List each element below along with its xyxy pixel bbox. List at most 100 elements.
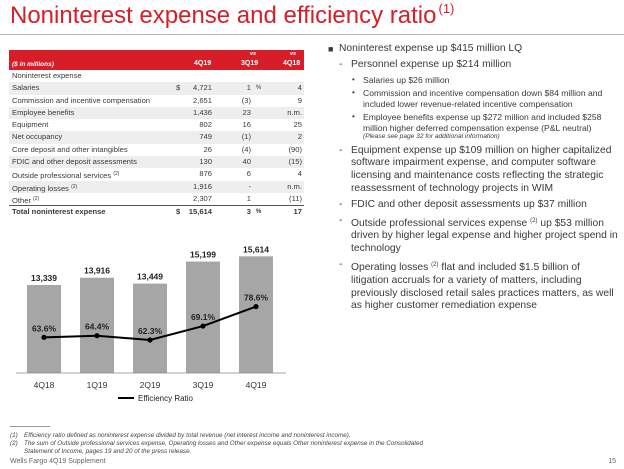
row-4q19-value: 2,307	[192, 193, 212, 203]
total-dollar: $	[176, 207, 181, 217]
bullet-item: • Commission and incentive compensation d…	[328, 88, 618, 109]
x-tick-label: 1Q19	[87, 380, 108, 390]
col-vs-label: vs	[290, 51, 297, 57]
bullet-item: - Outside professional services expense (…	[328, 215, 618, 256]
table-row: Core deposit and other intangibles 26 (4) (…	[9, 144, 304, 156]
row-label: Commission and incentive compensation	[12, 95, 151, 105]
bullet-text-lead: Operating losses	[351, 261, 429, 273]
bullet-item: ■ Noninterest expense up $415 million LQ	[328, 43, 618, 56]
table-row: Net occupancy 749 (1) 2	[9, 131, 304, 144]
bullet-note: (Please see page 32 for additional infor…	[363, 133, 500, 141]
bullet-marker: -	[339, 144, 343, 156]
row-vs-3q19: (4)	[241, 144, 251, 154]
row-vs-3q19: (1)	[241, 132, 251, 142]
bullet-text: up $53 million driven by higher legal ex…	[351, 217, 618, 255]
row-4q19-value: 4,721	[192, 83, 212, 93]
row-label: Salaries	[12, 83, 40, 93]
table-section-label: Noninterest expense	[9, 70, 304, 82]
title-footnote-ref: (1)	[438, 1, 455, 16]
bullet-marker: -	[339, 198, 343, 210]
expense-table: ($ in millions) 4Q19 vs 3Q19 vs 4Q18 Non…	[9, 50, 304, 218]
page-number: 15	[608, 458, 616, 465]
total-pct: %	[256, 209, 262, 216]
row-vs-4q18: 9	[297, 95, 302, 105]
row-4q19-value: 802	[199, 120, 212, 130]
row-vs-4q18: n.m.	[287, 181, 302, 191]
row-vs-3q19: 6	[246, 169, 251, 179]
bullet-marker: ■	[328, 44, 334, 54]
bullet-text: FDIC and other deposit assessments up $3…	[351, 198, 587, 210]
row-4q19-value: 26	[203, 144, 212, 154]
legend-label: Efficiency Ratio	[138, 394, 194, 403]
col-header-4q19: 4Q19	[194, 60, 212, 67]
bullet-item: • Employee benefits expense up $272 milli…	[328, 112, 618, 142]
bar-value-label: 15,199	[190, 250, 216, 260]
bullet-text: Equipment expense up $109 million on hig…	[351, 144, 612, 194]
x-tick-label: 4Q19	[246, 380, 267, 390]
row-label: FDIC and other deposit assessments	[12, 157, 137, 167]
table-row: Operating losses (2) 1,916 - n.m.	[9, 180, 304, 195]
ratio-value-label: 62.3%	[138, 326, 163, 336]
row-label: Core deposit and other intangibles	[12, 144, 128, 154]
row-dollar: $	[176, 83, 181, 93]
col-header-3q19: 3Q19	[241, 60, 259, 67]
page-title-text: Noninterest expense and efficiency ratio	[10, 2, 437, 29]
row-vs-3q19: 1	[246, 83, 251, 93]
total-vs-4q18: 17	[293, 207, 302, 217]
row-label-text: Other	[12, 195, 31, 205]
x-tick-label: 3Q19	[193, 380, 214, 390]
row-label: Employee benefits	[12, 107, 75, 117]
bar	[186, 261, 220, 373]
footnote-divider	[10, 426, 50, 427]
row-label: Net occupancy	[12, 132, 63, 142]
table-row: Equipment 802 16 25	[9, 119, 304, 131]
row-4q19-value: 1,436	[192, 107, 212, 117]
row-label: Operating losses (2)	[12, 181, 77, 195]
row-footnote-ref: (2)	[113, 171, 120, 178]
table-total-row: Total noninterest expense $ 15,614 3 % 1…	[9, 205, 304, 217]
title-divider	[0, 34, 624, 35]
ratio-point	[253, 303, 259, 310]
units-label: ($ in millions)	[12, 61, 54, 68]
x-tick-label: 2Q19	[140, 380, 161, 390]
footnote-text: Efficiency ratio defined as noninterest …	[24, 432, 351, 439]
ratio-point	[94, 333, 100, 339]
footnote-2: (2) The sum of Outside professional servi…	[10, 440, 430, 456]
bullet-marker: •	[352, 112, 355, 122]
expense-efficiency-chart: 13,339 4Q18 13,916 1Q19 13,449 2Q19 15,199 3Q19…	[16, 245, 286, 403]
footnote-1: (1) Efficiency ratio defined as nonintere…	[10, 432, 430, 440]
row-label-text: Outside professional services	[12, 171, 112, 181]
table-row: Other (2) 2,307 1 (11)	[9, 193, 304, 205]
ratio-point	[147, 337, 153, 343]
row-vs-4q18: 2	[297, 132, 302, 142]
row-vs-3q19: (3)	[241, 95, 251, 105]
bullet-text: Employee benefits expense up $272 millio…	[363, 112, 602, 133]
row-vs-3q19: 23	[242, 107, 251, 117]
bullet-item: - Equipment expense up $109 million on hi…	[328, 145, 618, 196]
bar	[239, 256, 273, 373]
bar-value-label: 13,916	[84, 266, 110, 276]
table-row: Employee benefits 1,436 23 n.m.	[9, 106, 304, 120]
bullet-marker: -	[339, 258, 343, 270]
total-vs-3q19: 3	[246, 207, 251, 217]
ratio-point	[41, 334, 47, 340]
row-vs-3q19: 1	[246, 193, 251, 203]
x-tick-label: 4Q18	[34, 380, 55, 390]
bar-value-label: 13,339	[31, 273, 57, 283]
bullet-marker: -	[339, 214, 343, 226]
bullet-item: • Salaries up $26 million	[328, 75, 618, 86]
bullet-text: Commission and incentive compensation do…	[363, 88, 603, 109]
bullet-text: Noninterest expense up $415 million LQ	[339, 43, 523, 54]
bullet-text: Salaries up $26 million	[363, 74, 450, 85]
row-4q19-value: 749	[199, 132, 212, 142]
bullet-marker: •	[352, 74, 355, 84]
bullet-text-lead: Outside professional services expense	[351, 217, 528, 229]
bar	[80, 277, 114, 373]
bullet-marker: •	[352, 88, 355, 98]
row-vs-3q19: -	[248, 181, 251, 191]
row-label-text: Operating losses	[12, 183, 69, 193]
row-footnote-ref: (2)	[33, 195, 40, 202]
bullet-item: - Personnel expense up $214 million	[328, 59, 618, 72]
row-vs-4q18: 4	[297, 83, 302, 93]
bar	[27, 285, 61, 373]
